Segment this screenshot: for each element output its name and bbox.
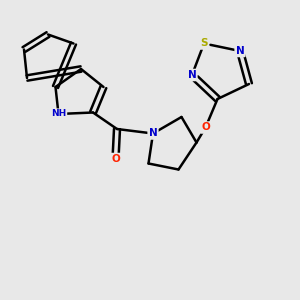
Text: N: N [236,46,244,56]
Text: S: S [200,38,208,49]
Text: NH: NH [51,110,66,118]
Text: N: N [188,70,196,80]
Text: O: O [201,122,210,133]
Text: N: N [148,128,158,139]
Text: O: O [111,154,120,164]
